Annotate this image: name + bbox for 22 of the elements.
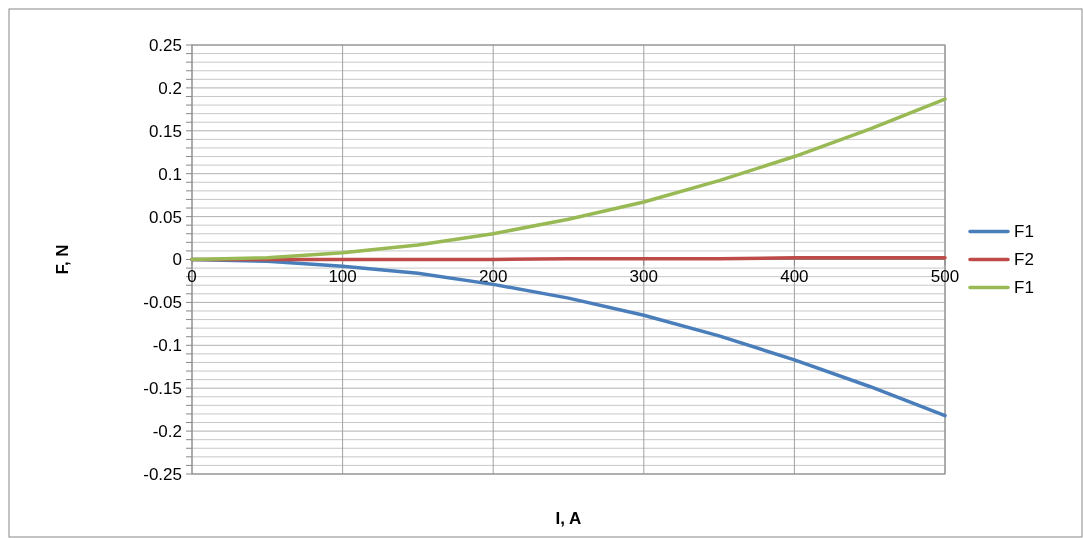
legend-label: F1 (1014, 222, 1034, 242)
y-tick-label: -0.05 (143, 293, 182, 313)
y-tick-label: 0.25 (148, 35, 182, 55)
x-tick-label: 300 (629, 266, 658, 286)
y-axis-title: F, N (53, 244, 72, 275)
y-tick-label: 0.1 (158, 164, 182, 184)
x-tick-label: 200 (479, 266, 508, 286)
y-tick-label: -0.2 (152, 422, 182, 442)
legend-label: F2 (1014, 250, 1034, 270)
y-tick-label: 0.2 (158, 78, 182, 98)
y-tick-label: 0.05 (148, 207, 182, 227)
x-tick-label: 0 (187, 266, 197, 286)
y-tick-label: -0.1 (152, 336, 182, 356)
x-tick-label: 500 (930, 266, 960, 286)
y-tick-label: 0 (172, 250, 182, 270)
x-tick-label: 400 (780, 266, 809, 286)
y-tick-label: -0.25 (143, 464, 182, 484)
y-tick-label: 0.15 (148, 121, 182, 141)
x-axis-title: I, A (555, 509, 582, 528)
y-tick-label: -0.15 (143, 379, 182, 399)
legend-label: F1 (1014, 278, 1034, 298)
x-tick-label: 100 (328, 266, 357, 286)
